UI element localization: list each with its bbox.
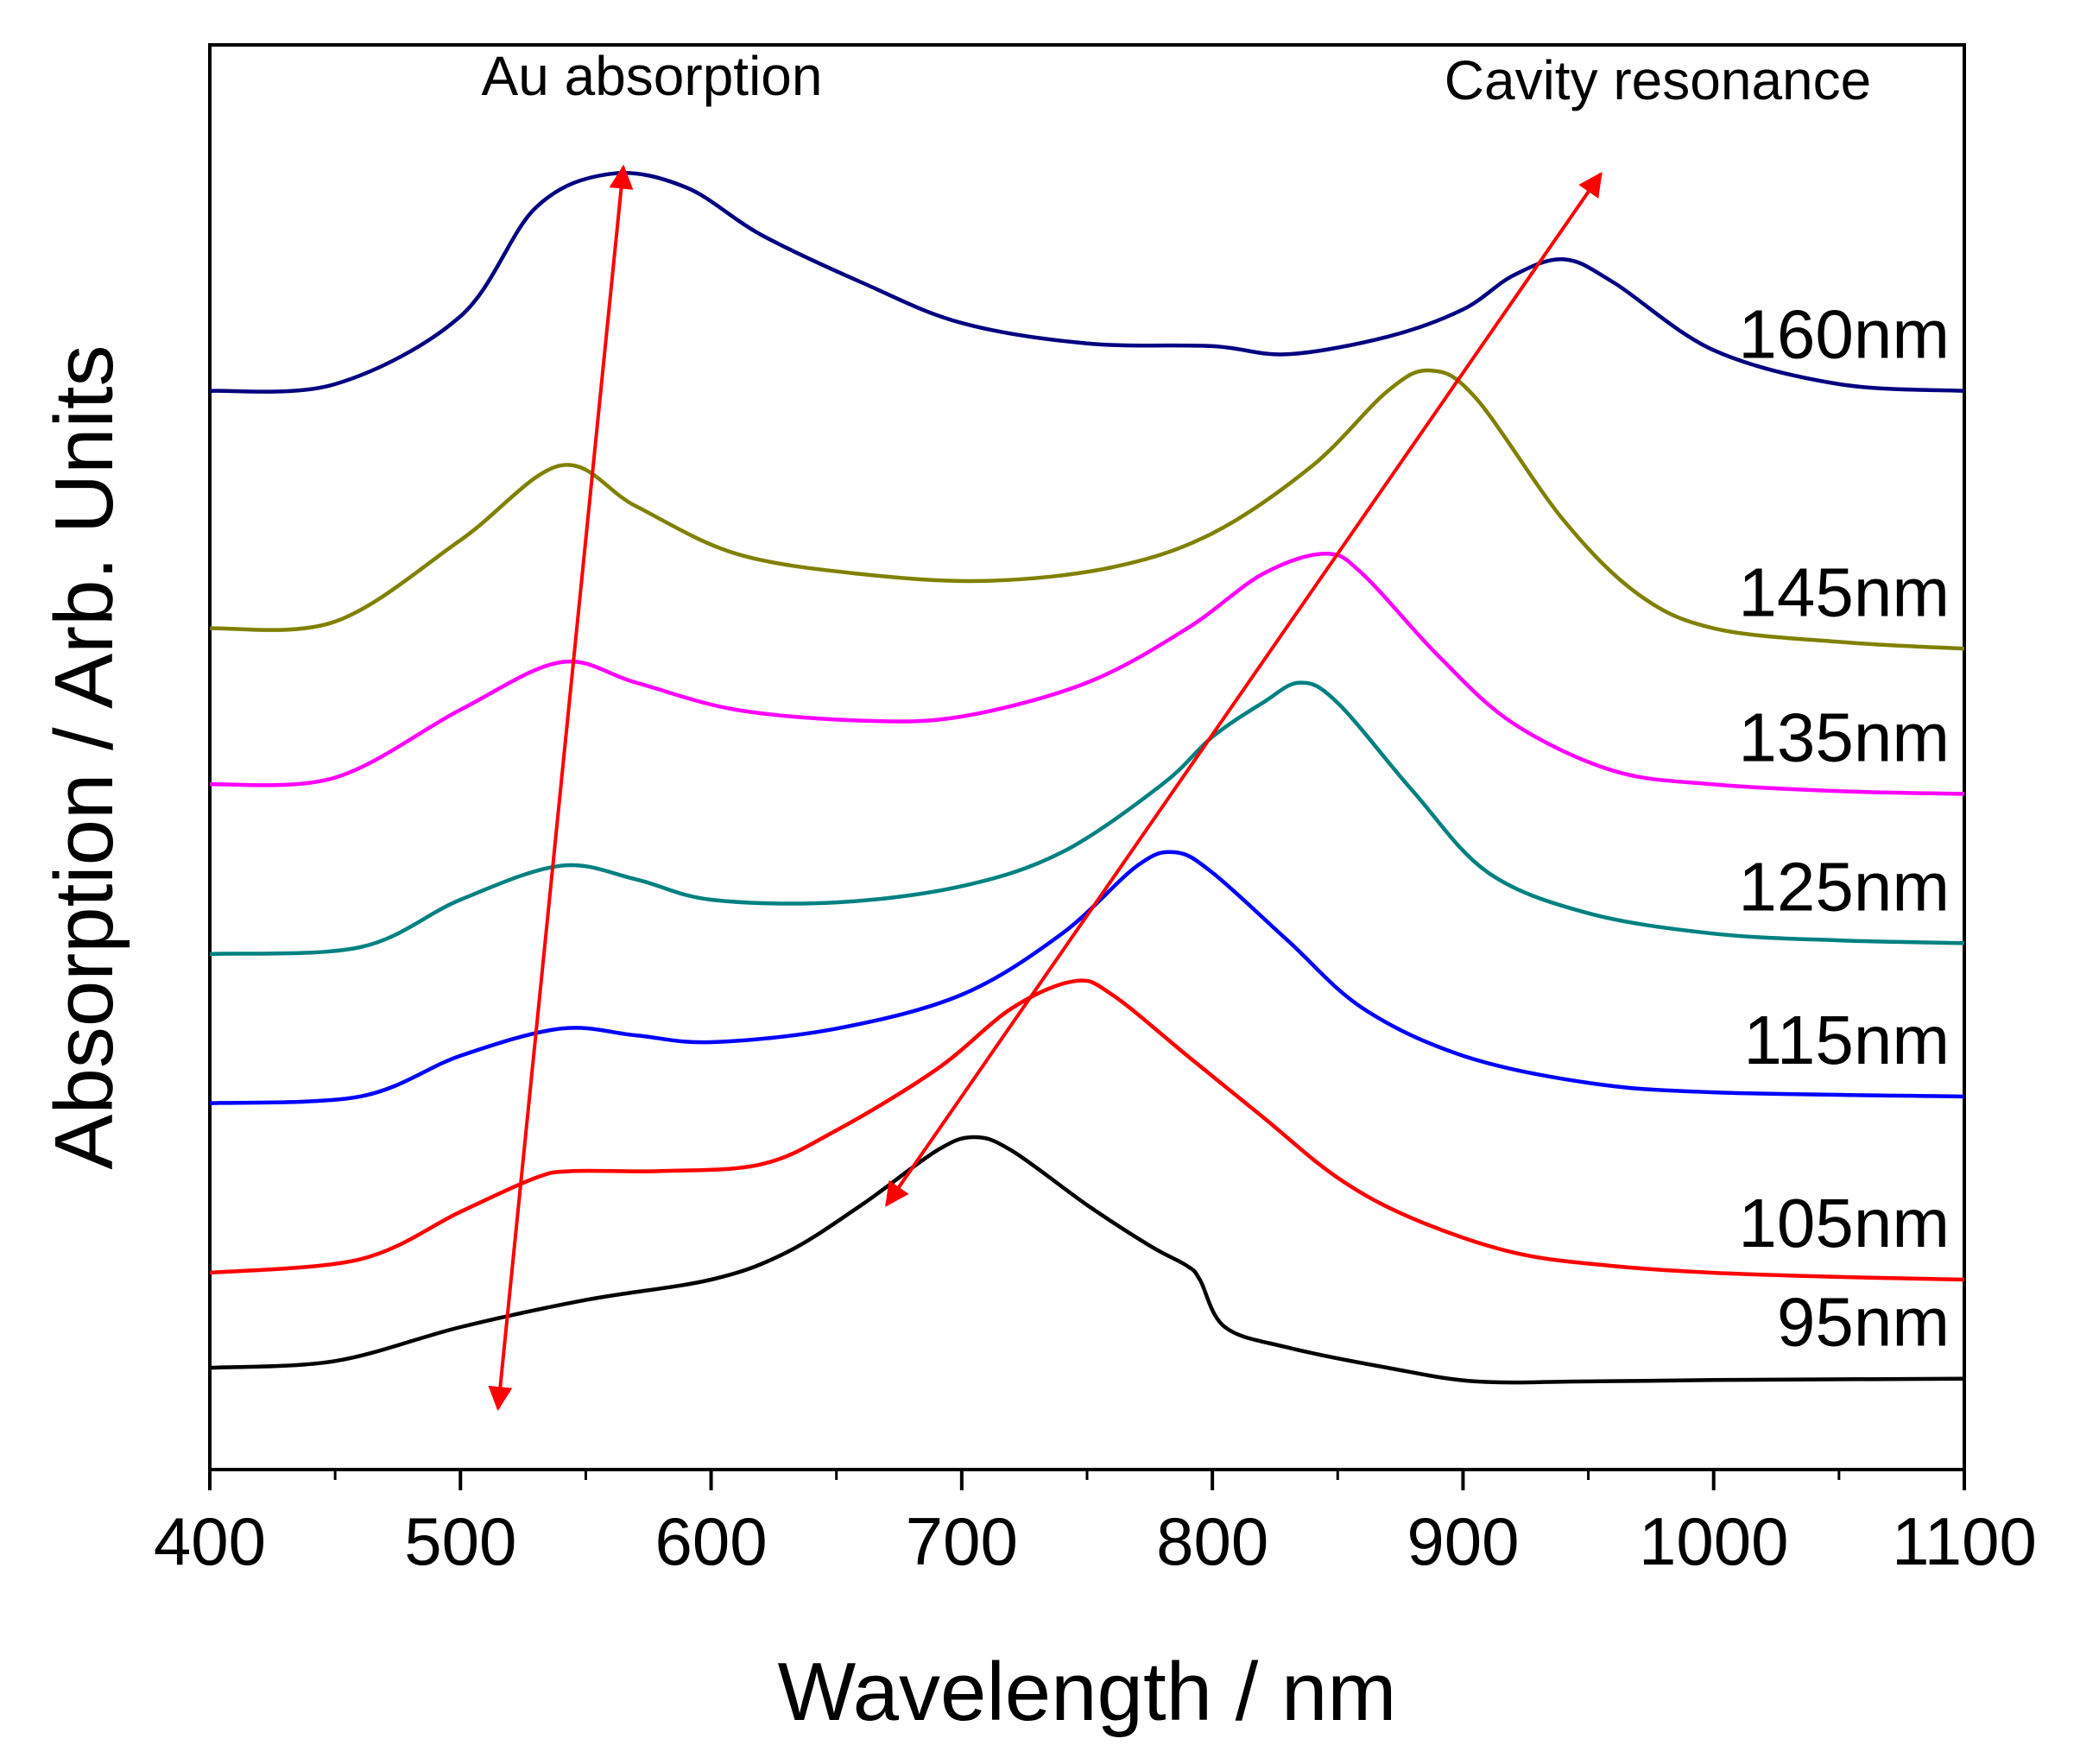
series-label-135nm: 135nm	[1738, 699, 1950, 775]
x-axis-tick-labels: 400 500 600 700 800 900 1000 1100	[154, 1503, 2037, 1579]
annotation-label-1: Cavity resonance	[1445, 49, 1871, 111]
series-label-115nm: 115nm	[1743, 1002, 1950, 1078]
annotation-label-0: Au absorption	[482, 45, 823, 107]
x-tick-label-600: 600	[655, 1503, 768, 1579]
y-axis-title: Absorption / Arb. Units	[38, 345, 130, 1169]
x-tick-label-800: 800	[1156, 1503, 1268, 1579]
x-tick-label-1000: 1000	[1639, 1503, 1789, 1579]
x-axis-title: Wavelength / nm	[778, 1646, 1397, 1738]
x-axis-ticks	[208, 1470, 1966, 1490]
series-line-160nm	[209, 171, 1965, 394]
x-tick-label-500: 500	[404, 1503, 516, 1579]
series-label-160nm: 160nm	[1738, 296, 1950, 373]
series-line-95nm	[209, 1135, 1965, 1385]
series-line-145nm	[209, 368, 1965, 651]
series-label-105nm: 105nm	[1738, 1185, 1950, 1261]
plot-frame	[208, 43, 1966, 1471]
x-tick-label-900: 900	[1407, 1503, 1519, 1579]
series-line-135nm	[209, 552, 1965, 796]
series-labels: 95nm 105nm 115nm 125nm 135nm 145nm 160nm	[1738, 296, 1950, 1361]
series-label-145nm: 145nm	[1738, 553, 1950, 630]
annotations: Au absorption Cavity resonance	[482, 45, 1871, 1412]
x-tick-label-400: 400	[154, 1503, 266, 1579]
x-tick-label-700: 700	[906, 1503, 1018, 1579]
series-label-95nm: 95nm	[1777, 1284, 1950, 1361]
series-line-115nm	[209, 850, 1965, 1105]
annotation-arrow-0	[488, 164, 634, 1412]
series-label-125nm: 125nm	[1738, 848, 1950, 925]
series-line-105nm	[209, 978, 1965, 1282]
annotation-arrow-1	[885, 171, 1603, 1207]
series-lines	[209, 171, 1965, 1385]
x-tick-label-1100: 1100	[1892, 1503, 2037, 1579]
